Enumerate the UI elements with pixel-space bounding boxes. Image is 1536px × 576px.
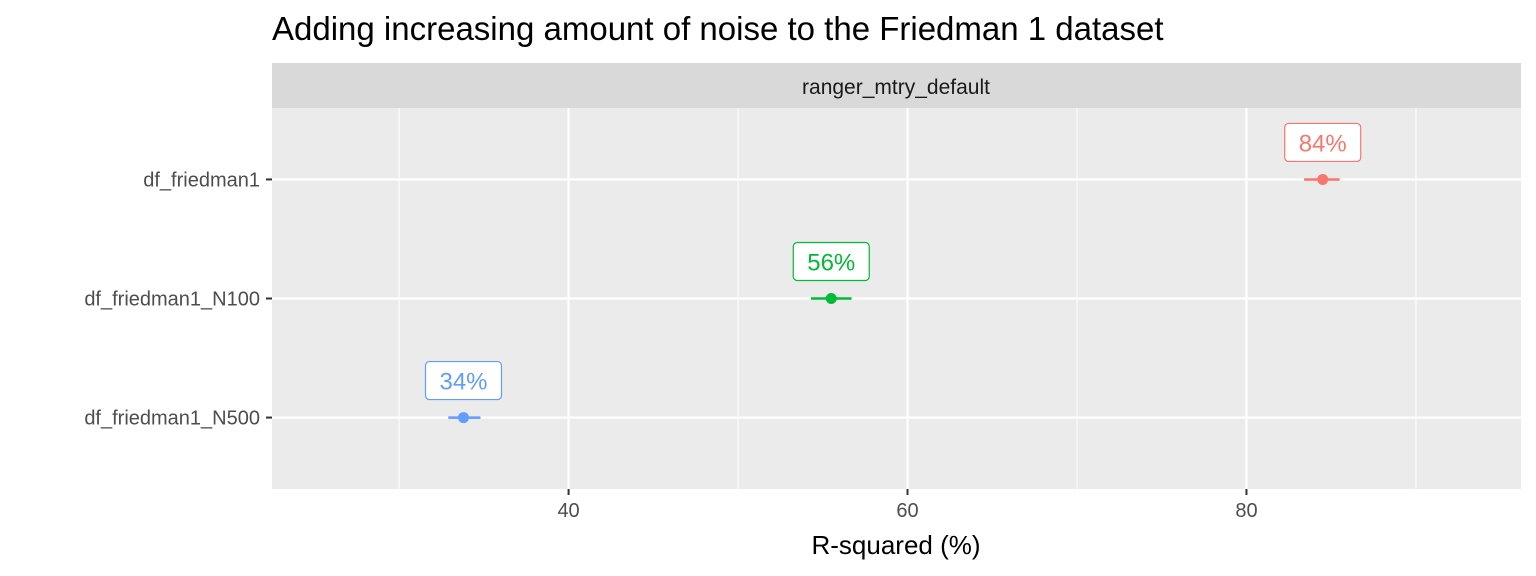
- data-label-box: [792, 241, 870, 282]
- data-label-text: 34%: [439, 369, 487, 396]
- data-label: 56%: [792, 241, 870, 282]
- data-label: 34%: [424, 360, 503, 401]
- data-marks: 84% 56% 34%: [424, 122, 1362, 424]
- data-point: [458, 412, 470, 424]
- x-axis: 40 60 80: [557, 489, 1258, 522]
- data-label: 84%: [1284, 122, 1362, 163]
- x-tick-label: 60: [896, 500, 918, 522]
- facet-label: ranger_mtry_default: [802, 76, 990, 99]
- facet-strip: [272, 63, 1521, 108]
- data-label-box: [424, 360, 503, 401]
- data-label-text: 84%: [1299, 130, 1347, 157]
- y-tick-label: df_friedman1_N500: [84, 408, 260, 430]
- y-tick-label: df_friedman1: [143, 169, 260, 191]
- data-label-text: 56%: [807, 250, 855, 277]
- x-axis-title: R-squared (%): [811, 530, 980, 560]
- data-label-box: [1284, 122, 1362, 163]
- x-tick-label: 40: [557, 500, 579, 522]
- data-point: [825, 293, 837, 304]
- y-tick-label: df_friedman1_N100: [84, 289, 260, 311]
- y-axis: df_friedman1 df_friedman1_N100 df_friedman…: [84, 169, 272, 430]
- x-tick-label: 80: [1235, 500, 1257, 522]
- data-point: [1317, 173, 1329, 185]
- chart-title: Adding increasing amount of noise to the…: [272, 10, 1164, 47]
